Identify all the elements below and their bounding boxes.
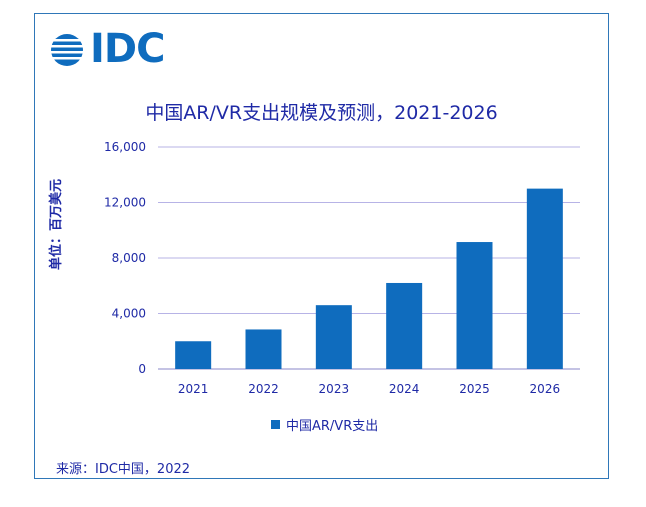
globe-icon bbox=[50, 34, 86, 66]
legend-swatch bbox=[271, 420, 280, 429]
logo-text: IDC bbox=[90, 26, 165, 72]
x-tick-label: 2022 bbox=[248, 382, 279, 396]
source-note: 来源：IDC中国，2022 bbox=[56, 462, 191, 477]
x-tick-label: 2021 bbox=[178, 382, 209, 396]
bar-2023 bbox=[315, 305, 352, 369]
idc-logo: IDC bbox=[50, 26, 170, 74]
bar-2022 bbox=[245, 329, 282, 369]
x-tick-label: 2023 bbox=[319, 382, 350, 396]
y-tick-label: 16,000 bbox=[104, 140, 146, 154]
x-tick-label: 2026 bbox=[530, 382, 561, 396]
y-tick-label: 8,000 bbox=[112, 251, 146, 265]
bar-2021 bbox=[175, 341, 212, 369]
y-tick-label: 0 bbox=[138, 362, 146, 376]
y-tick-label: 12,000 bbox=[104, 196, 146, 210]
chart-frame: IDC 中国AR/VR支出规模及预测，2021-2026 单位：百万美元 0 4,… bbox=[34, 13, 609, 479]
bar-2025 bbox=[456, 242, 493, 369]
x-tick-label: 2025 bbox=[459, 382, 490, 396]
bar-2026 bbox=[526, 188, 563, 369]
y-tick-label: 4,000 bbox=[112, 307, 146, 321]
bar-2024 bbox=[386, 282, 423, 369]
chart-title: 中国AR/VR支出规模及预测，2021-2026 bbox=[145, 102, 498, 124]
x-tick-label: 2024 bbox=[389, 382, 420, 396]
bar-chart: 0 4,000 8,000 12,000 16,000 2021 2022 2023 2024 2… bbox=[104, 140, 580, 396]
legend: 中国AR/VR支出 bbox=[271, 415, 378, 434]
legend-label: 中国AR/VR支出 bbox=[286, 419, 379, 434]
